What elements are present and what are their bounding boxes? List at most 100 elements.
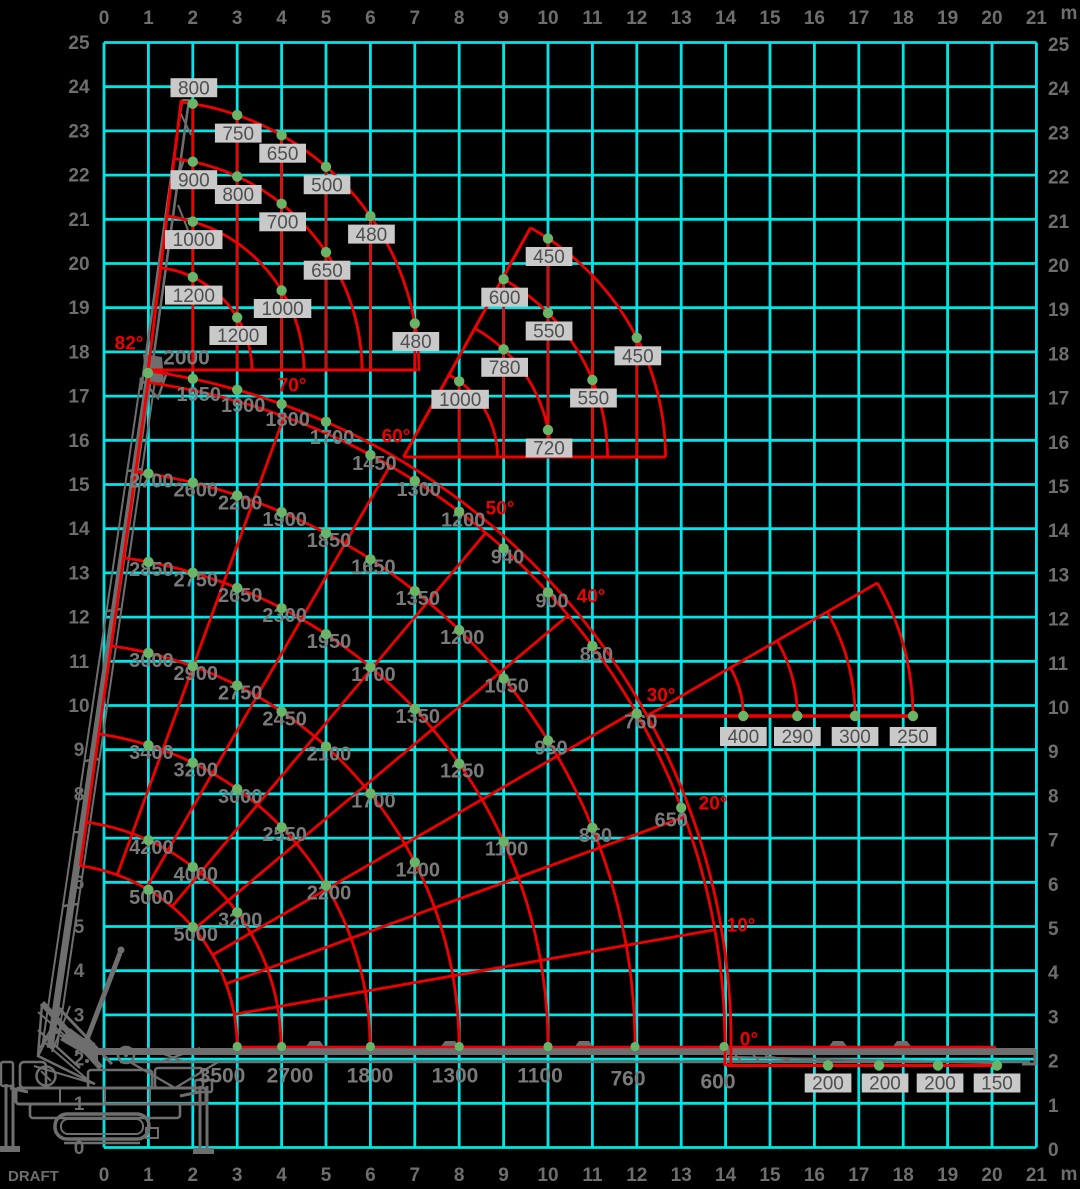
svg-text:1: 1 bbox=[74, 1094, 85, 1115]
svg-text:10: 10 bbox=[1048, 698, 1069, 719]
svg-text:400: 400 bbox=[727, 727, 759, 748]
svg-text:940: 940 bbox=[491, 546, 524, 568]
svg-text:1800: 1800 bbox=[265, 409, 310, 431]
svg-text:1950: 1950 bbox=[307, 631, 352, 653]
svg-text:4200: 4200 bbox=[129, 837, 174, 859]
svg-text:3: 3 bbox=[232, 1165, 243, 1186]
svg-text:18: 18 bbox=[893, 1165, 914, 1186]
svg-text:16: 16 bbox=[68, 431, 89, 452]
svg-text:1700: 1700 bbox=[351, 791, 396, 813]
svg-text:600: 600 bbox=[700, 1070, 735, 1093]
svg-text:22: 22 bbox=[1048, 168, 1069, 189]
svg-text:17: 17 bbox=[848, 8, 869, 29]
svg-text:200: 200 bbox=[869, 1074, 901, 1095]
svg-text:10°: 10° bbox=[727, 916, 756, 937]
svg-text:2700: 2700 bbox=[129, 471, 174, 493]
svg-text:22: 22 bbox=[68, 166, 89, 187]
svg-text:2450: 2450 bbox=[262, 709, 307, 731]
svg-text:13: 13 bbox=[1048, 565, 1069, 586]
svg-text:2650: 2650 bbox=[218, 585, 263, 607]
svg-text:14: 14 bbox=[68, 519, 90, 540]
svg-text:2000: 2000 bbox=[163, 346, 210, 369]
svg-text:19: 19 bbox=[68, 298, 89, 319]
svg-text:1350: 1350 bbox=[396, 706, 441, 728]
svg-text:900: 900 bbox=[535, 590, 568, 612]
svg-text:11: 11 bbox=[582, 1165, 603, 1186]
svg-text:20: 20 bbox=[68, 254, 89, 275]
svg-text:11: 11 bbox=[582, 8, 603, 29]
svg-text:18: 18 bbox=[1048, 344, 1069, 365]
svg-text:12: 12 bbox=[626, 1165, 647, 1186]
svg-text:4: 4 bbox=[74, 961, 85, 982]
svg-text:200: 200 bbox=[924, 1074, 956, 1095]
svg-text:7: 7 bbox=[410, 8, 421, 29]
svg-text:950: 950 bbox=[534, 738, 567, 760]
svg-text:4: 4 bbox=[1048, 963, 1059, 984]
svg-text:12: 12 bbox=[68, 608, 89, 629]
svg-text:480: 480 bbox=[356, 225, 388, 246]
svg-text:1200: 1200 bbox=[440, 627, 485, 649]
svg-text:5000: 5000 bbox=[174, 924, 219, 946]
svg-text:1700: 1700 bbox=[351, 664, 396, 686]
svg-text:250: 250 bbox=[897, 727, 929, 748]
svg-text:9: 9 bbox=[498, 1165, 509, 1186]
svg-text:850: 850 bbox=[579, 825, 612, 847]
svg-text:15: 15 bbox=[759, 8, 781, 29]
svg-text:5: 5 bbox=[74, 917, 85, 938]
svg-text:650: 650 bbox=[655, 810, 688, 832]
svg-text:1850: 1850 bbox=[307, 530, 352, 552]
svg-text:3: 3 bbox=[232, 8, 243, 29]
svg-text:19: 19 bbox=[937, 8, 958, 29]
svg-text:1300: 1300 bbox=[432, 1064, 479, 1087]
svg-text:70°: 70° bbox=[278, 376, 307, 397]
svg-text:2700: 2700 bbox=[267, 1064, 314, 1087]
svg-text:13: 13 bbox=[68, 563, 89, 584]
svg-text:2: 2 bbox=[74, 1050, 85, 1071]
svg-text:21: 21 bbox=[1026, 8, 1048, 29]
svg-text:DRAFT: DRAFT bbox=[8, 1168, 59, 1185]
svg-text:2200: 2200 bbox=[307, 882, 352, 904]
svg-text:m: m bbox=[1061, 1164, 1078, 1185]
svg-text:1350: 1350 bbox=[396, 588, 441, 610]
svg-text:2850: 2850 bbox=[129, 559, 174, 581]
svg-text:m: m bbox=[1061, 3, 1078, 24]
svg-text:14: 14 bbox=[715, 1165, 737, 1186]
svg-text:650: 650 bbox=[311, 261, 343, 282]
svg-text:17: 17 bbox=[848, 1165, 869, 1186]
svg-text:3: 3 bbox=[1048, 1007, 1059, 1028]
svg-text:1450: 1450 bbox=[352, 453, 397, 475]
svg-text:1: 1 bbox=[143, 8, 154, 29]
svg-text:24: 24 bbox=[1048, 79, 1070, 100]
svg-text:24: 24 bbox=[68, 77, 90, 98]
svg-text:1200: 1200 bbox=[173, 286, 215, 307]
svg-text:1200: 1200 bbox=[441, 510, 486, 532]
svg-text:1100: 1100 bbox=[517, 1064, 563, 1087]
svg-text:2750: 2750 bbox=[218, 682, 263, 704]
svg-text:14: 14 bbox=[1048, 521, 1070, 542]
svg-text:23: 23 bbox=[68, 121, 89, 142]
svg-text:4: 4 bbox=[276, 8, 287, 29]
svg-text:3: 3 bbox=[74, 1005, 85, 1026]
svg-text:7: 7 bbox=[1048, 831, 1059, 852]
svg-text:18: 18 bbox=[68, 342, 89, 363]
svg-text:9: 9 bbox=[74, 740, 85, 761]
svg-text:480: 480 bbox=[400, 332, 432, 353]
svg-text:5: 5 bbox=[321, 8, 332, 29]
svg-text:12: 12 bbox=[1048, 610, 1069, 631]
svg-text:800: 800 bbox=[222, 185, 254, 206]
svg-text:780: 780 bbox=[489, 358, 521, 379]
svg-text:2750: 2750 bbox=[174, 570, 219, 592]
svg-text:6: 6 bbox=[74, 873, 85, 894]
svg-text:5: 5 bbox=[321, 1165, 332, 1186]
svg-text:6: 6 bbox=[1048, 875, 1059, 896]
svg-text:0: 0 bbox=[99, 1165, 110, 1186]
svg-text:450: 450 bbox=[622, 346, 654, 367]
svg-text:0: 0 bbox=[99, 8, 110, 29]
svg-text:12: 12 bbox=[626, 8, 647, 29]
svg-text:13: 13 bbox=[671, 8, 692, 29]
svg-text:7: 7 bbox=[410, 1165, 421, 1186]
svg-text:1200: 1200 bbox=[217, 326, 259, 347]
svg-text:700: 700 bbox=[267, 213, 299, 234]
svg-text:3000: 3000 bbox=[129, 650, 174, 672]
svg-text:2100: 2100 bbox=[307, 743, 352, 765]
